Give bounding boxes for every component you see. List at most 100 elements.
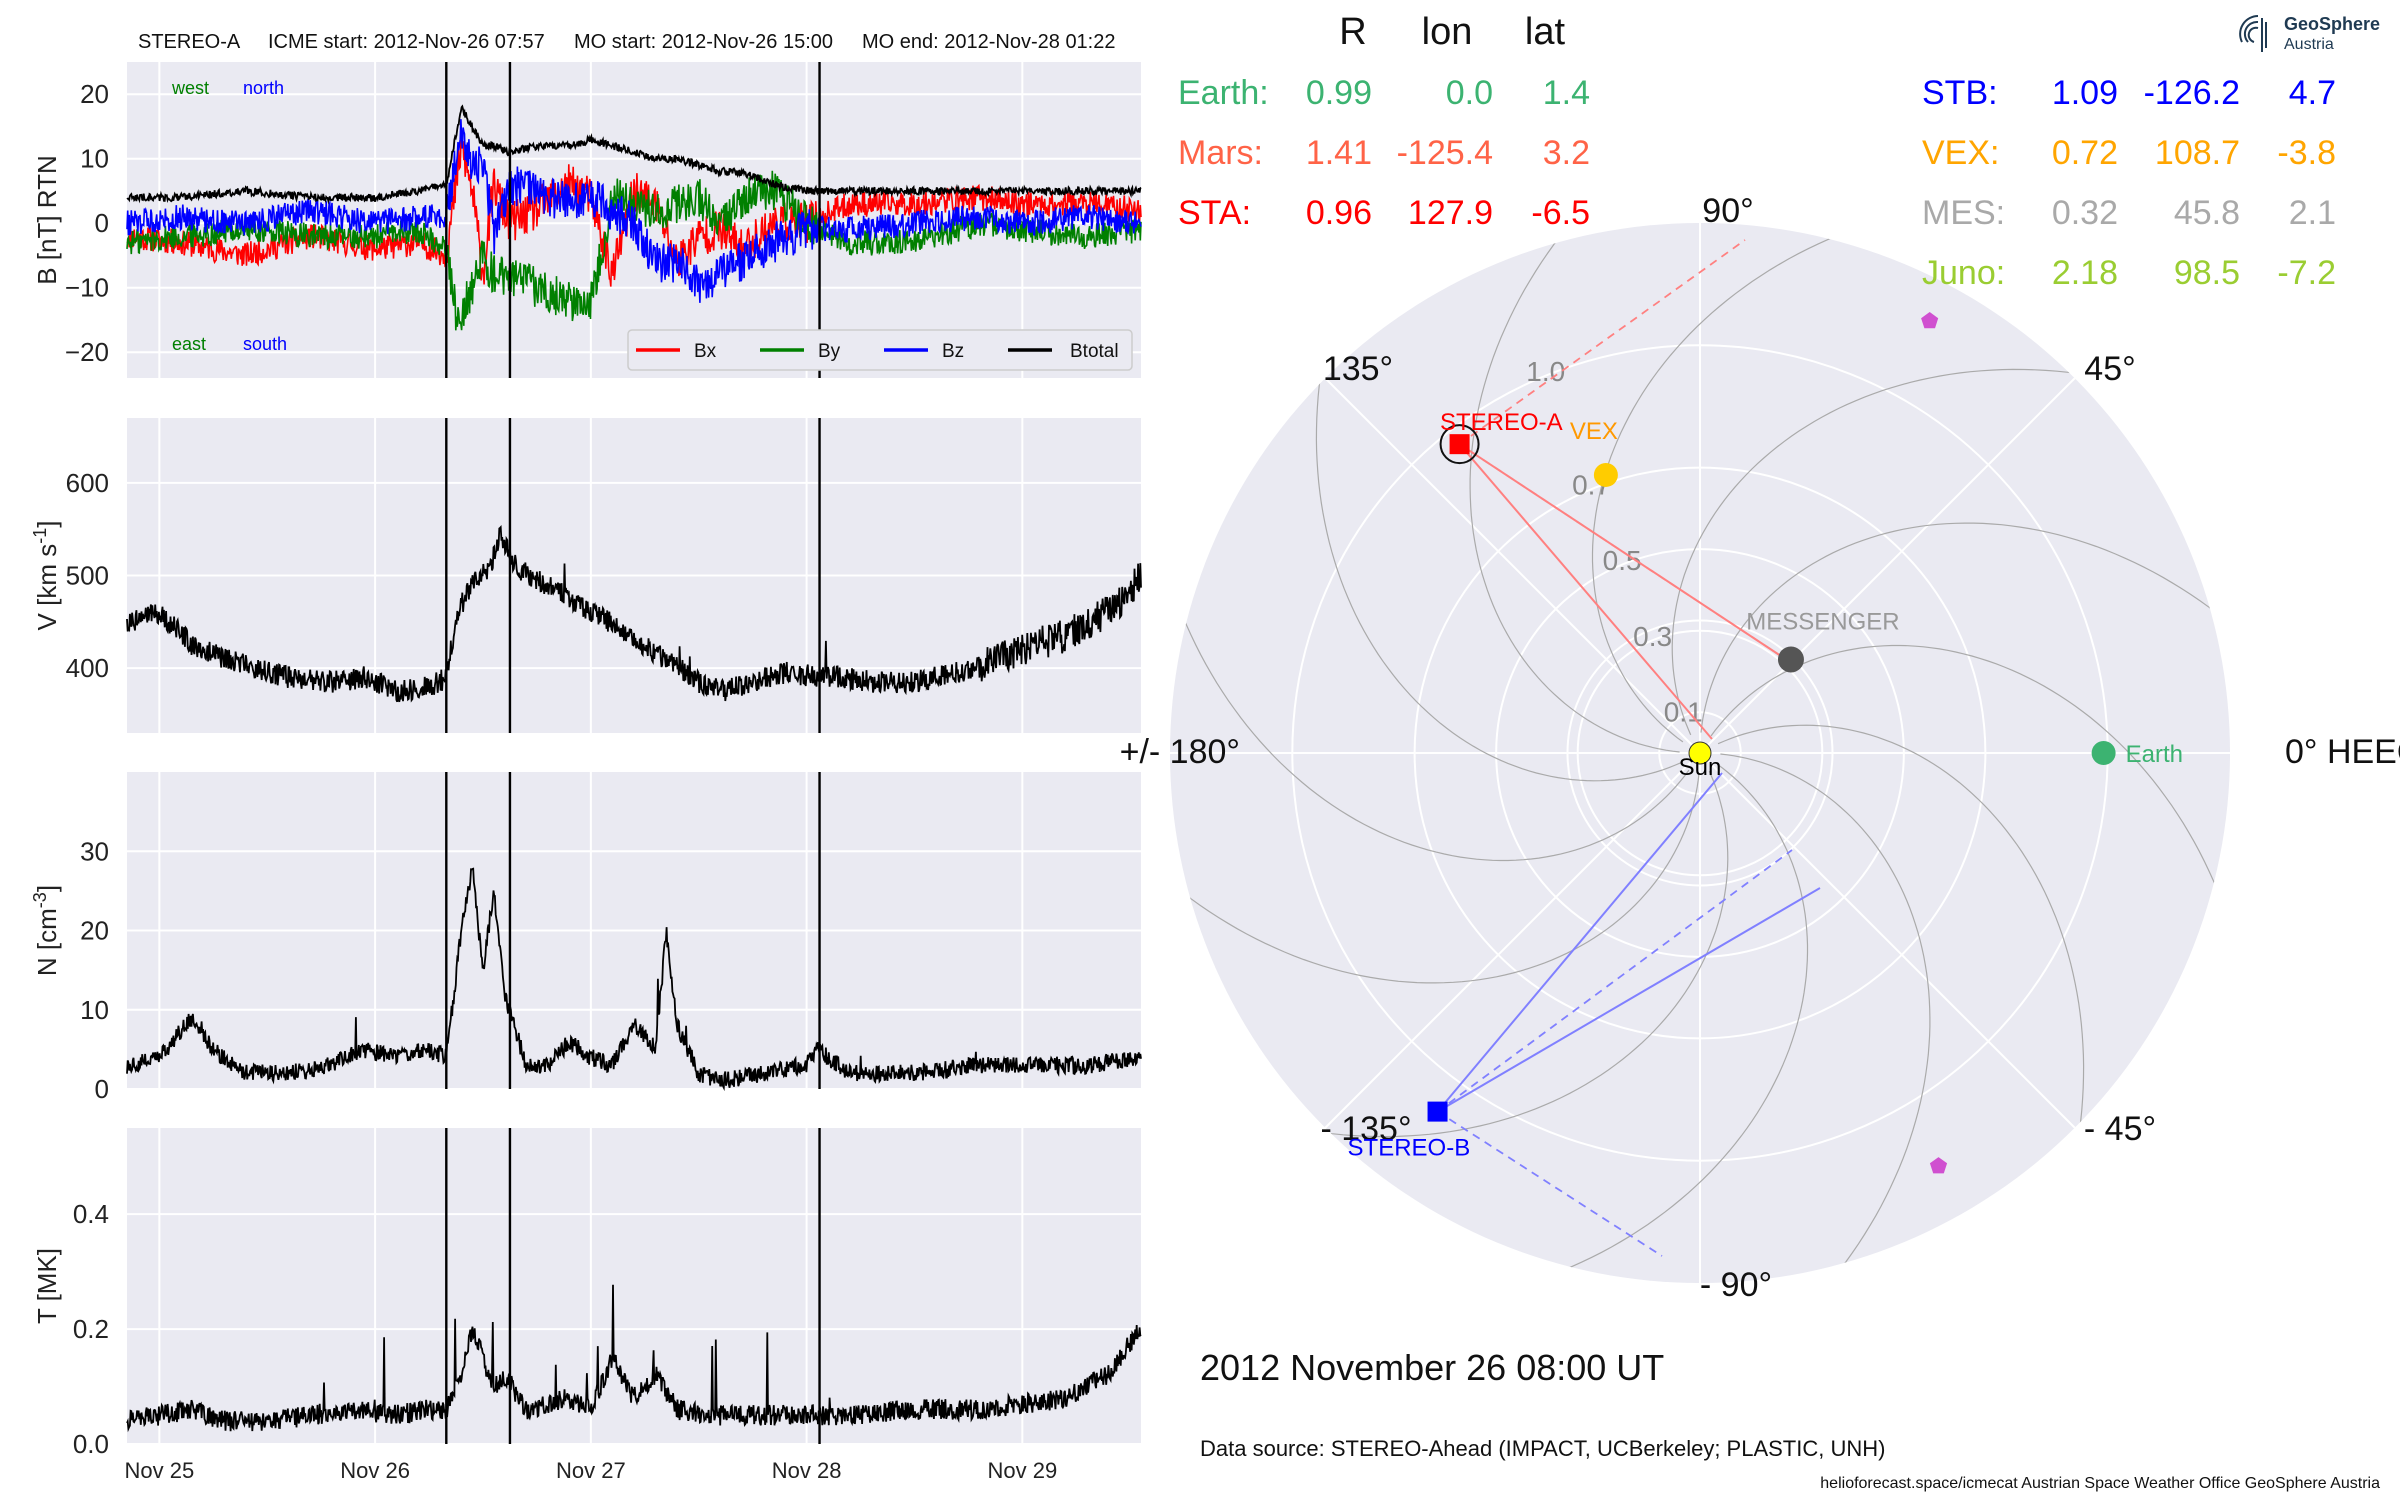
series-temperature	[126, 1284, 1142, 1433]
polar-angle-label: +/- 180°	[1120, 733, 1240, 771]
y-tick-label: 0.2	[73, 1314, 109, 1344]
legend-label-bz: Bz	[942, 341, 964, 362]
label-messenger: MESSENGER	[1746, 608, 1899, 635]
header-mo-end: MO end: 2012-Nov-28 01:22	[862, 31, 1116, 53]
footer-source: Data source: STEREO-Ahead (IMPACT, UCBer…	[1200, 1436, 1885, 1461]
polar-angle-label: - 90°	[1700, 1266, 1772, 1304]
polar-r-tick-label: 1.0	[1526, 356, 1565, 387]
marker-vex	[1593, 462, 1618, 487]
table-lon: 0.0	[1446, 74, 1493, 112]
legend-label-bx: Bx	[694, 341, 717, 362]
table-lat: -7.2	[2277, 254, 2336, 292]
x-tick-label: Nov 29	[987, 1458, 1057, 1483]
legend-label-by: By	[818, 341, 841, 362]
label-south: south	[243, 334, 287, 354]
parker-spiral	[1506, 763, 1809, 1283]
table-lat: 2.1	[2289, 194, 2336, 232]
polar-r-tick-label: 0.1	[1664, 696, 1703, 727]
table-name: VEX:	[1922, 134, 1999, 172]
table-lon: 108.7	[2155, 134, 2240, 172]
label-stereo-a: STEREO-A	[1440, 409, 1563, 436]
y-axis-label: N [cm-3]	[30, 885, 62, 976]
marker-pentagon-7	[1929, 1157, 1948, 1174]
polar-angle-label: - 135°	[1320, 1110, 1411, 1148]
footer-date: 2012 November 26 08:00 UT	[1200, 1347, 1664, 1388]
table-lon: 98.5	[2174, 254, 2240, 292]
table-lat: 4.7	[2289, 74, 2336, 112]
y-tick-label: 600	[66, 468, 109, 498]
table-name: Juno:	[1922, 254, 2005, 292]
geosphere-logo-icon	[2239, 15, 2267, 52]
header-mo-start: MO start: 2012-Nov-26 15:00	[574, 31, 833, 53]
parker-spiral	[1720, 753, 1931, 1283]
parker-spiral	[1710, 644, 2230, 947]
table-r: 0.72	[2052, 134, 2118, 172]
parker-spiral	[1700, 522, 2230, 733]
y-axis-label: B [nT] RTN	[32, 155, 62, 285]
table-col-r: R	[1339, 11, 1366, 53]
table-col-lon: lon	[1422, 11, 1473, 53]
header-spacecraft: STEREO-A	[138, 31, 241, 53]
y-axis-label: V [km s-1]	[30, 521, 62, 631]
table-r: 1.09	[2052, 74, 2118, 112]
marker-pentagon-6	[1921, 312, 1939, 329]
y-axis-label: T [MK]	[32, 1248, 62, 1324]
marker-messenger	[1777, 646, 1804, 673]
marker-stereo-a	[1449, 434, 1470, 455]
series-by	[126, 170, 1142, 331]
parker-spiral	[1263, 770, 1729, 1138]
label-earth: Earth	[2126, 741, 2183, 768]
polar-r-tick-label: 0.3	[1633, 621, 1672, 652]
polar-angle-label: 0° HEEQ	[2285, 733, 2400, 771]
table-r: 0.96	[1306, 194, 1372, 232]
x-tick-label: Nov 28	[772, 1458, 842, 1483]
y-tick-label: 0.0	[73, 1429, 109, 1459]
label-sun: Sun	[1679, 754, 1722, 781]
polar-spoke	[1699, 752, 2076, 1129]
y-tick-label: 20	[80, 916, 109, 946]
table-r: 0.99	[1306, 74, 1372, 112]
y-tick-label: 500	[66, 561, 109, 591]
footer-credits: helioforecast.space/icmecat Austrian Spa…	[1820, 1475, 2380, 1492]
sta-dashed-line	[1459, 443, 1791, 663]
y-tick-label: 0	[95, 1074, 109, 1104]
marker-earth	[2091, 741, 2116, 765]
parker-spiral	[1170, 773, 1700, 984]
series-btotal	[126, 104, 1142, 205]
y-tick-label: −10	[65, 273, 109, 303]
marker-sun	[1688, 741, 1712, 765]
label-vex: VEX	[1570, 418, 1618, 445]
y-tick-label: 0.4	[73, 1199, 109, 1229]
table-lat: 1.4	[1543, 74, 1590, 112]
table-r: 2.18	[2052, 254, 2118, 292]
stb-dashed-line-outer	[1437, 1110, 1663, 1257]
logo-line1: GeoSphere	[2284, 14, 2381, 34]
parker-spiral	[1170, 559, 1690, 862]
y-tick-label: 10	[80, 144, 109, 174]
parker-spirals	[1170, 223, 2230, 1283]
polar-spoke	[1324, 752, 1701, 1129]
y-tick-label: 20	[80, 79, 109, 109]
marker-stereo-b	[1427, 1101, 1448, 1122]
table-lon: -125.4	[1397, 134, 1493, 172]
logo-line2: Austria	[2284, 36, 2334, 53]
polar-spoke	[1324, 377, 1701, 754]
table-name: MES:	[1922, 194, 2005, 232]
table-lon: 127.9	[1408, 194, 1493, 232]
stb-dashed-line	[1437, 849, 1793, 1113]
series-bx	[126, 135, 1142, 287]
table-r: 1.41	[1306, 134, 1372, 172]
panel-temperature	[127, 1128, 1141, 1444]
legend-box	[627, 329, 1133, 371]
x-tick-label: Nov 27	[556, 1458, 626, 1483]
series-bz	[126, 119, 1142, 303]
table-name: Mars:	[1178, 134, 1263, 172]
sta-sun-line	[1458, 443, 1713, 740]
series-velocity	[126, 524, 1142, 703]
table-r: 0.32	[2052, 194, 2118, 232]
table-col-lat: lat	[1525, 11, 1566, 53]
label-west: west	[171, 78, 209, 98]
parker-spiral	[1469, 223, 1680, 753]
y-tick-label: 30	[80, 836, 109, 866]
